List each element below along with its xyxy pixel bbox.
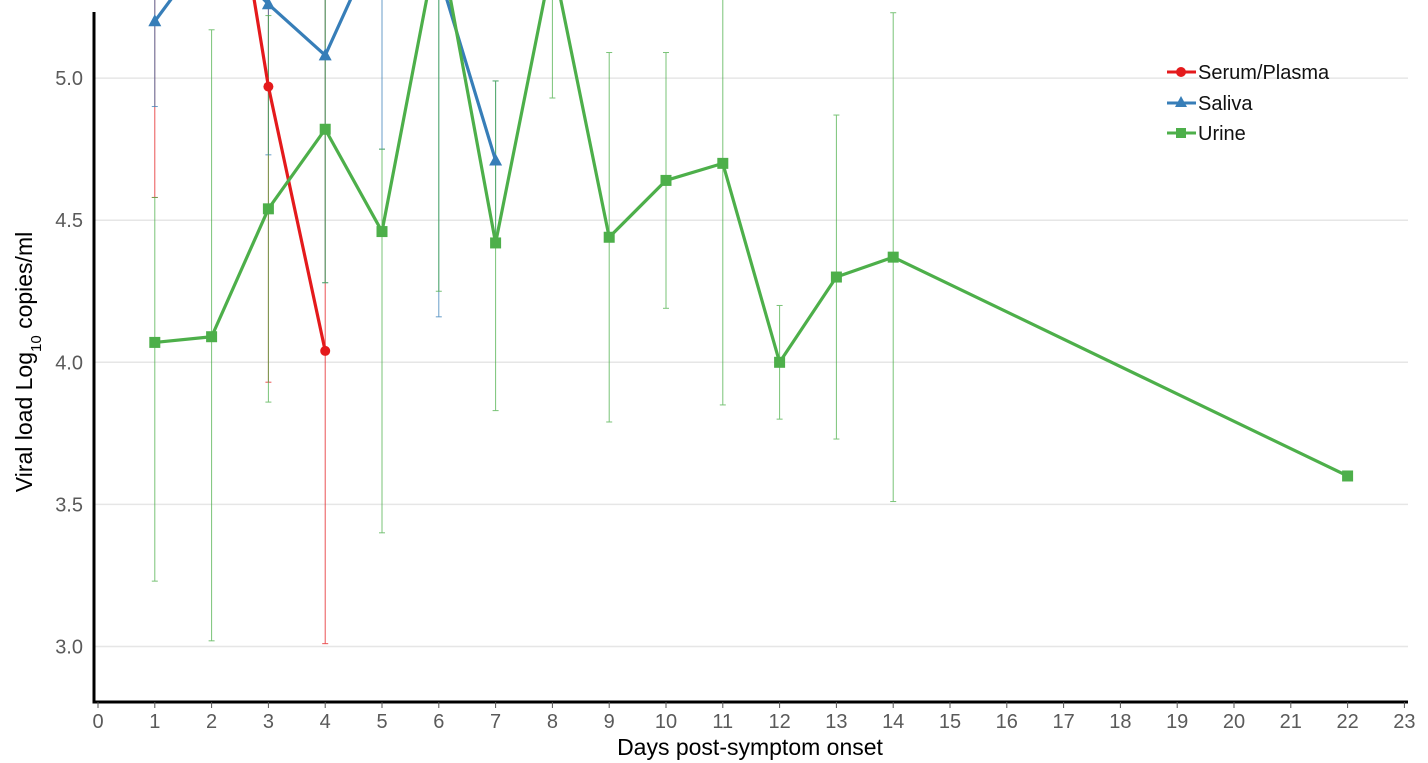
data-point-urine-4 (376, 226, 388, 238)
y-tick-label-3.5: 3.5 (55, 494, 83, 516)
data-point-saliva-0 (148, 14, 162, 27)
y-axis-title-subscript: 10 (28, 335, 45, 352)
legend-item-saliva: Saliva (1167, 93, 1253, 115)
error-bar-urine-10 (719, 0, 726, 406)
x-axis-title: Days post-symptom onset (617, 734, 883, 760)
data-point-urine-14 (1342, 470, 1354, 482)
x-tick-label-23: 23 (1393, 711, 1415, 733)
y-tick-label-4.5: 4.5 (55, 210, 83, 232)
x-tick-label-7: 7 (490, 711, 501, 733)
x-tick-label-13: 13 (825, 711, 847, 733)
x-tick-label-11: 11 (712, 711, 733, 733)
y-axis-title-rest: copies/ml (11, 232, 37, 336)
legend-item-urine: Urine (1167, 123, 1246, 145)
x-tick-label-9: 9 (604, 711, 615, 733)
data-point-urine-9 (660, 174, 672, 186)
series-markers (148, 0, 1354, 482)
data-point-urine-12 (830, 271, 842, 283)
data-point-saliva-3 (318, 48, 332, 61)
x-tick-label-17: 17 (1052, 711, 1074, 733)
data-point-urine-11 (774, 356, 786, 368)
x-tick-label-14: 14 (882, 711, 904, 733)
error-bar-saliva-4 (379, 0, 385, 150)
data-point-urine-2 (262, 203, 274, 215)
legend: Serum/Plasma Saliva Urine (1167, 62, 1330, 145)
x-tick-label-4: 4 (320, 711, 331, 733)
error-bar-urine-0 (151, 196, 158, 582)
x-tick-label-12: 12 (768, 711, 790, 733)
y-axis-title: Viral load Log10 copies/ml (11, 232, 45, 492)
grid-lines (94, 77, 1408, 648)
legend-label-urine: Urine (1198, 123, 1246, 145)
x-tick-label-8: 8 (547, 711, 558, 733)
series-line-serum-plasma (252, 0, 327, 352)
data-point-urine-8 (603, 231, 615, 243)
x-tick-label-0: 0 (92, 711, 103, 733)
data-point-urine-10 (717, 157, 729, 169)
data-point-saliva-2 (261, 0, 275, 10)
axes (92, 12, 1408, 708)
x-tick-label-20: 20 (1223, 711, 1245, 733)
error-bar-urine-5 (435, 0, 442, 292)
data-point-urine-1 (206, 331, 218, 343)
y-tick-label-5: 5.0 (55, 68, 83, 90)
error-bar-saliva-0 (151, 0, 158, 108)
x-tick-label-16: 16 (996, 711, 1018, 733)
x-tick-label-18: 18 (1109, 711, 1131, 733)
x-tick-label-21: 21 (1280, 711, 1302, 733)
data-point-urine-6 (490, 237, 502, 249)
legend-label-serum-plasma: Serum/Plasma (1198, 62, 1330, 84)
x-tick-label-5: 5 (376, 711, 387, 733)
data-point-urine-13 (887, 251, 899, 263)
y-tick-label-4: 4.0 (55, 352, 83, 374)
legend-marker-saliva (1175, 96, 1187, 107)
y-axis-title-main: Viral load Log (11, 352, 37, 492)
x-tick-label-22: 22 (1336, 711, 1358, 733)
legend-label-saliva: Saliva (1198, 93, 1253, 115)
data-point-serum-plasma-2 (263, 81, 274, 92)
error-bar-urine-7 (549, 0, 556, 99)
x-tick-label-6: 6 (433, 711, 444, 733)
series-line-urine (154, 0, 1349, 478)
y-tick-label-3: 3.0 (55, 637, 83, 659)
error-bar-urine-4 (379, 148, 385, 534)
legend-item-serum-plasma: Serum/Plasma (1167, 62, 1330, 84)
data-point-urine-0 (149, 336, 161, 348)
x-tick-label-15: 15 (939, 711, 961, 733)
data-point-urine-3 (319, 123, 331, 135)
x-tick-label-19: 19 (1166, 711, 1188, 733)
x-tick-label-1: 1 (149, 711, 160, 733)
error-bar-urine-3 (322, 0, 329, 284)
x-tick-label-3: 3 (263, 711, 274, 733)
x-tick-label-2: 2 (206, 711, 217, 733)
data-point-serum-plasma-3 (320, 345, 331, 356)
legend-marker-serum-plasma (1176, 67, 1186, 77)
legend-marker-urine (1176, 128, 1186, 138)
tick-labels: 0 1 2 3 4 5 6 7 8 9 10 11 12 13 14 15 16 17 18 19 20 21 22 233.… (55, 68, 1415, 733)
data-point-saliva-6 (489, 153, 503, 166)
x-tick-label-10: 10 (655, 711, 677, 733)
